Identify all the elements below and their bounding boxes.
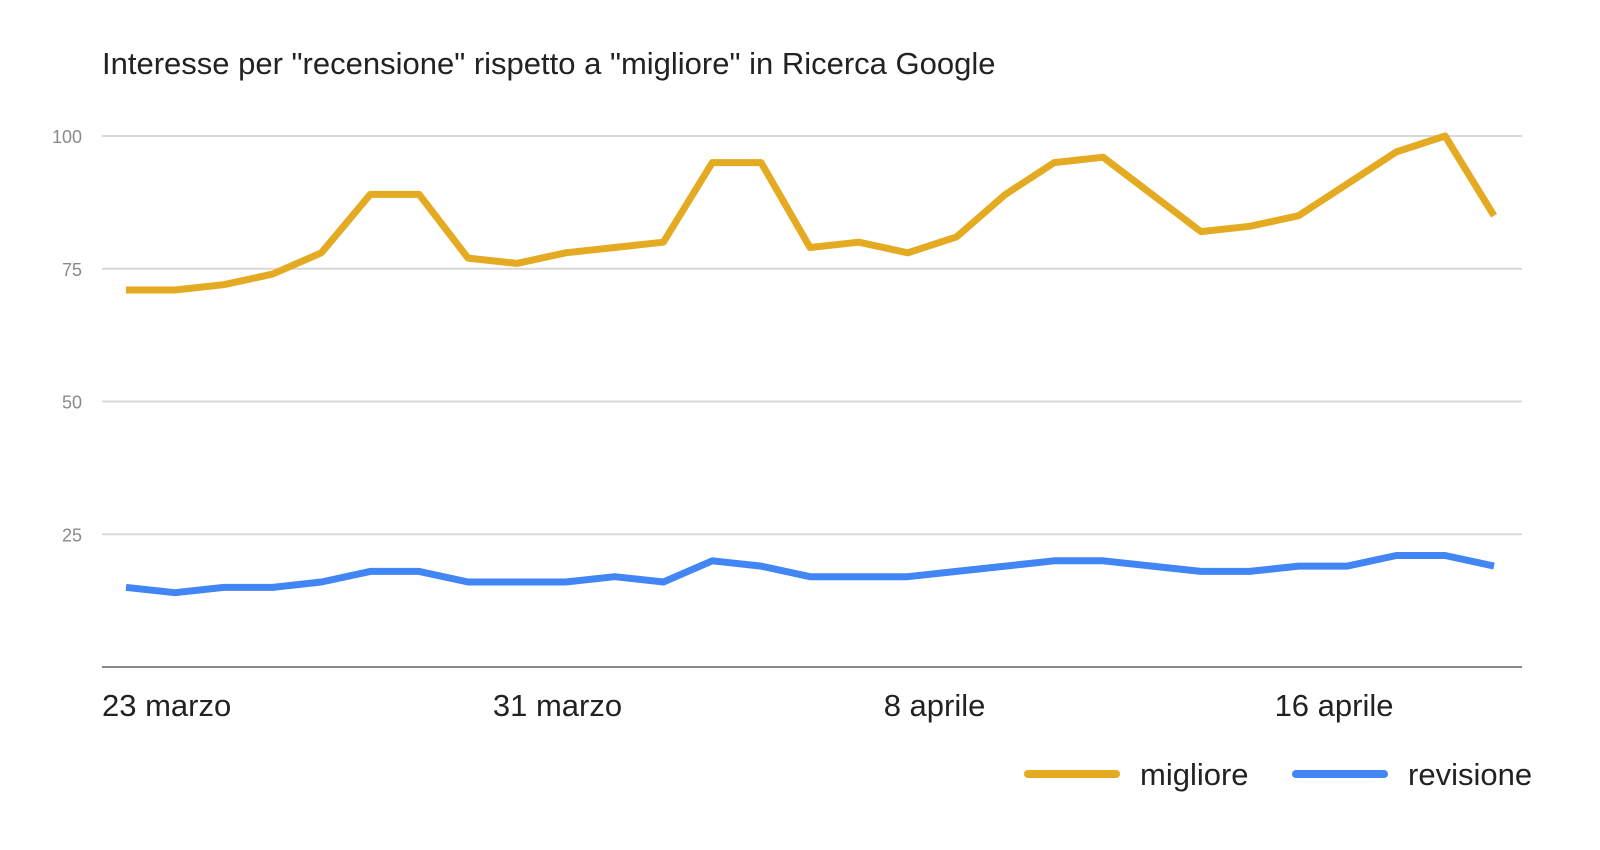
y-tick-label: 50 <box>62 393 82 413</box>
x-tick-label: 31 marzo <box>493 688 622 723</box>
y-axis-ticks: 25 50 75 100 <box>52 127 82 545</box>
series-line-revisione <box>125 552 1495 597</box>
legend-label-migliore: migliore <box>1140 757 1249 792</box>
series-lines <box>125 132 1497 597</box>
x-tick-label: 8 aprile <box>884 688 986 723</box>
x-axis-ticks: 23 marzo 31 marzo 8 aprile 16 aprile <box>102 688 1393 723</box>
chart-title: Interesse per "recensione" rispetto a "m… <box>102 46 996 81</box>
y-tick-label: 25 <box>62 525 82 545</box>
series-line-migliore <box>126 132 1497 294</box>
y-tick-label: 100 <box>52 127 82 147</box>
x-tick-label: 16 aprile <box>1275 688 1394 723</box>
legend-label-revisione: revisione <box>1408 757 1532 792</box>
y-tick-label: 75 <box>62 260 82 280</box>
legend: migliore revisione <box>1024 757 1532 792</box>
x-tick-label: 23 marzo <box>102 688 231 723</box>
gridlines <box>102 135 1522 536</box>
